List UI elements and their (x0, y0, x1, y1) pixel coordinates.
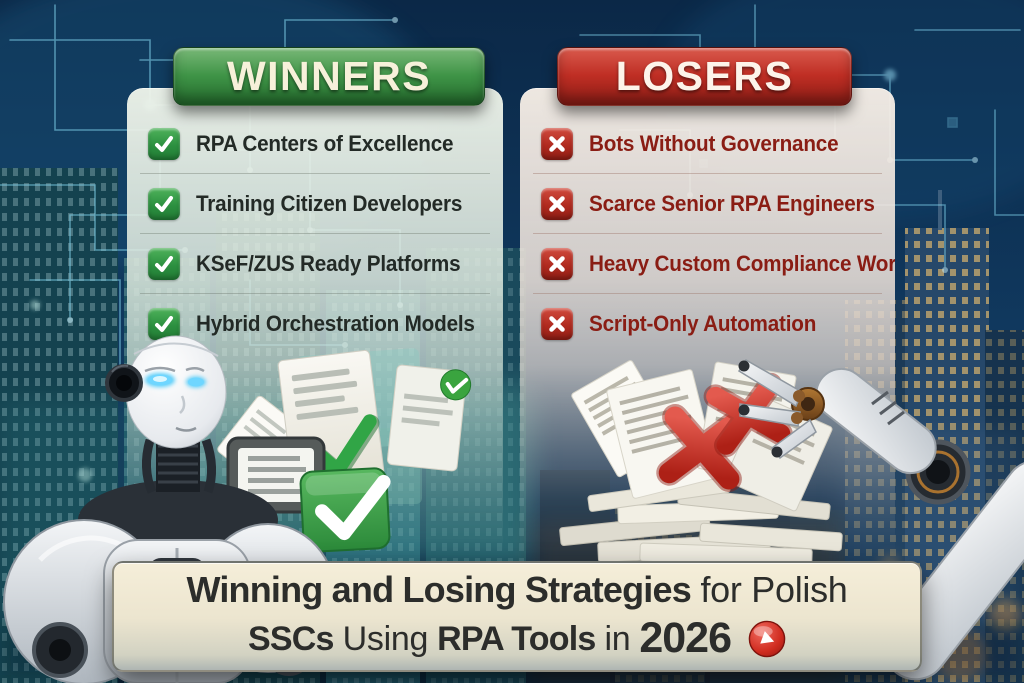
check-icon (148, 187, 180, 220)
footer-seg-sscs: SSCs (248, 619, 334, 658)
footer-title-banner: Winning and Losing Strategies for Polish… (112, 561, 922, 672)
x-icon (541, 247, 573, 280)
losers-banner: LOSERS (557, 47, 852, 106)
winner-item-label: KSeF/ZUS Ready Platforms (196, 250, 461, 276)
losers-title: LOSERS (615, 53, 794, 99)
loser-row: Bots Without Governance (533, 114, 882, 173)
winners-list: RPA Centers of Excellence Training Citiz… (127, 88, 503, 353)
winners-banner: WINNERS (173, 47, 485, 106)
check-icon (148, 307, 180, 340)
winner-row: Training Citizen Developers (140, 173, 490, 233)
winner-item-label: Training Citizen Developers (196, 190, 463, 216)
winner-item-label: RPA Centers of Excellence (196, 130, 454, 156)
loser-item-label: Scarce Senior RPA Engineers (589, 190, 875, 216)
footer-seg-rpa-tools: RPA Tools (437, 619, 596, 658)
footer-title-line1: Winning and Losing Strategies for Polish (186, 569, 847, 611)
footer-seg-using: Using (342, 619, 429, 658)
winners-panel: RPA Centers of Excellence Training Citiz… (127, 88, 503, 566)
winners-title: WINNERS (226, 53, 432, 99)
footer-year: 2026 (639, 614, 732, 663)
footer-title-emphasis: Winning and Losing Strategies (186, 568, 691, 610)
check-icon (148, 127, 180, 160)
footer-title-rest: for Polish (700, 568, 848, 610)
x-icon (541, 187, 573, 220)
winner-row: RPA Centers of Excellence (140, 114, 490, 173)
play-icon (748, 620, 786, 658)
winner-row: Hybrid Orchestration Models (140, 293, 490, 353)
footer-seg-in: in (604, 619, 631, 658)
footer-title-line2: SSCs Using RPA Tools in 2026 (248, 613, 786, 664)
loser-item-label: Script-Only Automation (589, 310, 817, 336)
x-icon (541, 127, 573, 160)
loser-item-label: Bots Without Governance (589, 130, 839, 156)
check-icon (148, 247, 180, 280)
loser-item-label: Heavy Custom Compliance Work (589, 250, 908, 276)
losers-panel: Bots Without Governance Scarce Senior RP… (520, 88, 908, 566)
x-icon (541, 307, 573, 340)
winner-item-label: Hybrid Orchestration Models (196, 310, 475, 336)
loser-row: Scarce Senior RPA Engineers (533, 173, 882, 233)
loser-row: Script-Only Automation (533, 293, 882, 353)
loser-row: Heavy Custom Compliance Work (533, 233, 908, 293)
winner-row: KSeF/ZUS Ready Platforms (140, 233, 490, 293)
losers-list: Bots Without Governance Scarce Senior RP… (520, 88, 908, 353)
